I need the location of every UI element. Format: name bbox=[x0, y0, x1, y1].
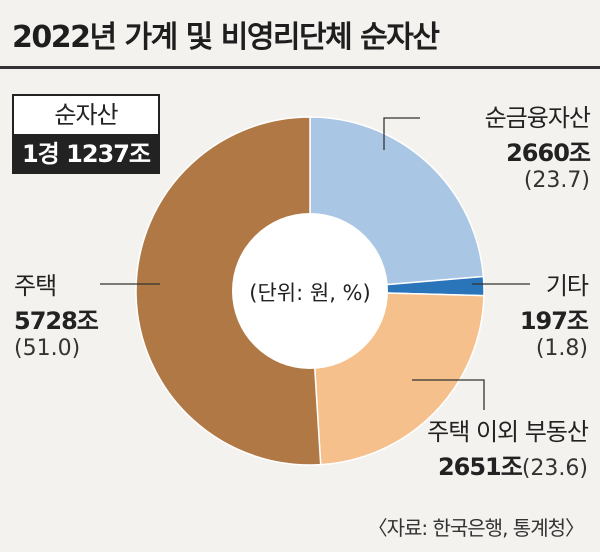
title-rule bbox=[0, 66, 600, 69]
label-financial-name: 순금융자산 bbox=[484, 104, 591, 132]
slice-housing bbox=[135, 116, 322, 466]
label-other: 기타 197조 (1.8) bbox=[480, 266, 589, 361]
label-other-realestate-name: 주택 이외 부동산 bbox=[427, 418, 589, 446]
label-housing: 주택 5728조 (51.0) bbox=[14, 266, 134, 361]
label-housing-name: 주택 bbox=[14, 272, 57, 300]
total-label: 순자산 bbox=[12, 94, 160, 134]
total-value: 1경 1237조 bbox=[12, 134, 160, 174]
total-net-assets-box: 순자산 1경 1237조 bbox=[12, 94, 160, 174]
label-other-realestate: 주택 이외 부동산 2651조(23.6) bbox=[360, 412, 589, 482]
source-note: 〈자료: 한국은행, 통계청〉 bbox=[367, 516, 585, 540]
label-other-name: 기타 bbox=[545, 272, 589, 300]
chart-title: 2022년 가계 및 비영리단체 순자산 bbox=[12, 20, 440, 55]
label-housing-value: 5728조 bbox=[14, 307, 99, 335]
label-other-value: 197조 bbox=[519, 307, 589, 335]
label-housing-percent: (51.0) bbox=[14, 336, 81, 361]
leader-financial bbox=[383, 117, 420, 150]
center-note: (단위: 원, %) bbox=[249, 281, 370, 305]
label-other-realestate-percent: (23.6) bbox=[521, 456, 588, 481]
label-financial: 순금융자산 2660조 (23.7) bbox=[420, 98, 591, 193]
label-financial-percent: (23.7) bbox=[523, 168, 590, 193]
label-other-percent: (1.8) bbox=[535, 336, 588, 361]
leader-other-realestate bbox=[412, 379, 485, 410]
donut-hole bbox=[232, 213, 388, 369]
label-financial-value: 2660조 bbox=[506, 139, 591, 167]
label-other-realestate-value: 2651조 bbox=[437, 453, 523, 481]
